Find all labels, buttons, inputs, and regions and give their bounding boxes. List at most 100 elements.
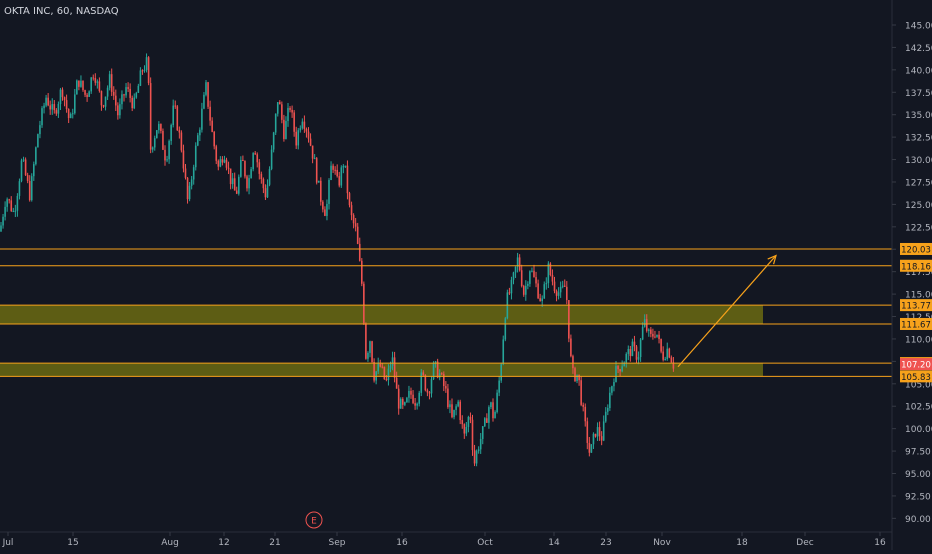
candle-up xyxy=(33,164,35,177)
candle-up xyxy=(527,283,529,286)
candle-down xyxy=(26,175,29,181)
candle-up xyxy=(135,92,138,98)
candle-up xyxy=(57,103,60,114)
candle-up xyxy=(270,149,273,169)
candle-up xyxy=(326,203,328,216)
candle-down xyxy=(440,373,443,375)
candle-down xyxy=(127,87,129,89)
candle-up xyxy=(611,386,613,393)
candle-down xyxy=(61,89,64,98)
level-price-tag xyxy=(900,299,932,312)
candle-up xyxy=(121,94,123,105)
levels-layer xyxy=(0,248,892,377)
candle-down xyxy=(518,257,521,271)
candle-up xyxy=(74,94,76,114)
candle-down xyxy=(256,154,259,163)
candle-up xyxy=(664,359,666,361)
price-tick-label: 142.50 xyxy=(905,44,932,54)
price-tick-label: 145.00 xyxy=(905,22,932,32)
candle-down xyxy=(324,209,326,216)
candle-down xyxy=(24,159,27,176)
candle-up xyxy=(543,284,546,299)
price-tick-label: 132.50 xyxy=(905,134,932,144)
candle-up xyxy=(219,159,222,167)
earnings-label: E xyxy=(311,517,317,527)
candle-up xyxy=(666,348,669,360)
candle-up xyxy=(272,132,275,150)
candle-down xyxy=(338,176,341,186)
candle-up xyxy=(76,80,78,95)
price-tick-label: 140.00 xyxy=(905,66,932,76)
candle-up xyxy=(156,130,158,139)
candle-up xyxy=(137,85,140,93)
time-tick-label: Oct xyxy=(477,538,493,548)
candle-up xyxy=(377,363,379,372)
candle-up xyxy=(512,272,515,280)
candle-down xyxy=(98,81,101,91)
candle-down xyxy=(86,94,88,97)
candle-down xyxy=(428,392,431,394)
candle-up xyxy=(590,444,593,453)
candle-down xyxy=(129,88,131,98)
candle-down xyxy=(447,388,449,408)
candle-down xyxy=(660,338,662,352)
candle-down xyxy=(658,334,660,339)
candle-down xyxy=(262,179,265,189)
candle-down xyxy=(379,363,382,367)
price-tick-label: 102.50 xyxy=(905,403,932,413)
candle-up xyxy=(252,153,254,170)
candle-up xyxy=(613,382,615,387)
candle-down xyxy=(235,190,238,194)
price-tick-label: 90.00 xyxy=(905,515,931,525)
candle-up xyxy=(342,166,345,168)
projection-arrow[interactable] xyxy=(677,254,777,368)
candle-down xyxy=(65,100,68,110)
candle-down xyxy=(291,109,293,113)
candle-up xyxy=(205,82,207,95)
candle-down xyxy=(55,110,58,114)
candle-up xyxy=(231,178,234,185)
candle-down xyxy=(443,374,445,387)
time-tick-label: 18 xyxy=(736,538,748,548)
candle-up xyxy=(602,421,605,441)
candle-down xyxy=(629,349,632,357)
candle-up xyxy=(607,408,609,412)
candle-up xyxy=(43,105,45,109)
candle-down xyxy=(508,292,511,294)
price-tick-label: 92.50 xyxy=(905,492,931,502)
candle-down xyxy=(580,380,582,405)
candle-down xyxy=(221,159,224,163)
candle-down xyxy=(149,83,152,150)
candle-up xyxy=(30,176,33,201)
candle-down xyxy=(346,165,349,194)
candle-down xyxy=(654,336,656,338)
candle-up xyxy=(500,364,502,381)
candle-down xyxy=(395,377,398,389)
candle-down xyxy=(315,158,318,183)
candle-down xyxy=(469,416,472,420)
candle-down xyxy=(63,97,66,101)
candle-down xyxy=(662,351,664,360)
time-axis[interactable]: Jul 15 Aug 12 21 Sep 16 Oct 14 23 Nov 18 Dec 16 xyxy=(2,532,886,548)
candle-down xyxy=(233,178,236,191)
candle-down xyxy=(184,168,187,178)
earnings-marker[interactable]: E xyxy=(305,511,323,529)
candle-up xyxy=(313,158,316,160)
candle-down xyxy=(8,199,10,201)
time-tick-label: Sep xyxy=(329,538,346,548)
candle-down xyxy=(49,105,51,110)
price-tick-label: 127.50 xyxy=(905,178,932,188)
candle-up xyxy=(477,449,480,452)
candle-up xyxy=(625,353,628,363)
candle-up xyxy=(434,361,437,363)
candle-up xyxy=(615,366,617,383)
candle-up xyxy=(344,165,347,167)
candle-down xyxy=(414,403,416,406)
candle-up xyxy=(420,372,423,393)
candle-up xyxy=(457,401,459,407)
candle-up xyxy=(479,438,482,450)
price-tick-label: 117.50 xyxy=(905,268,932,278)
